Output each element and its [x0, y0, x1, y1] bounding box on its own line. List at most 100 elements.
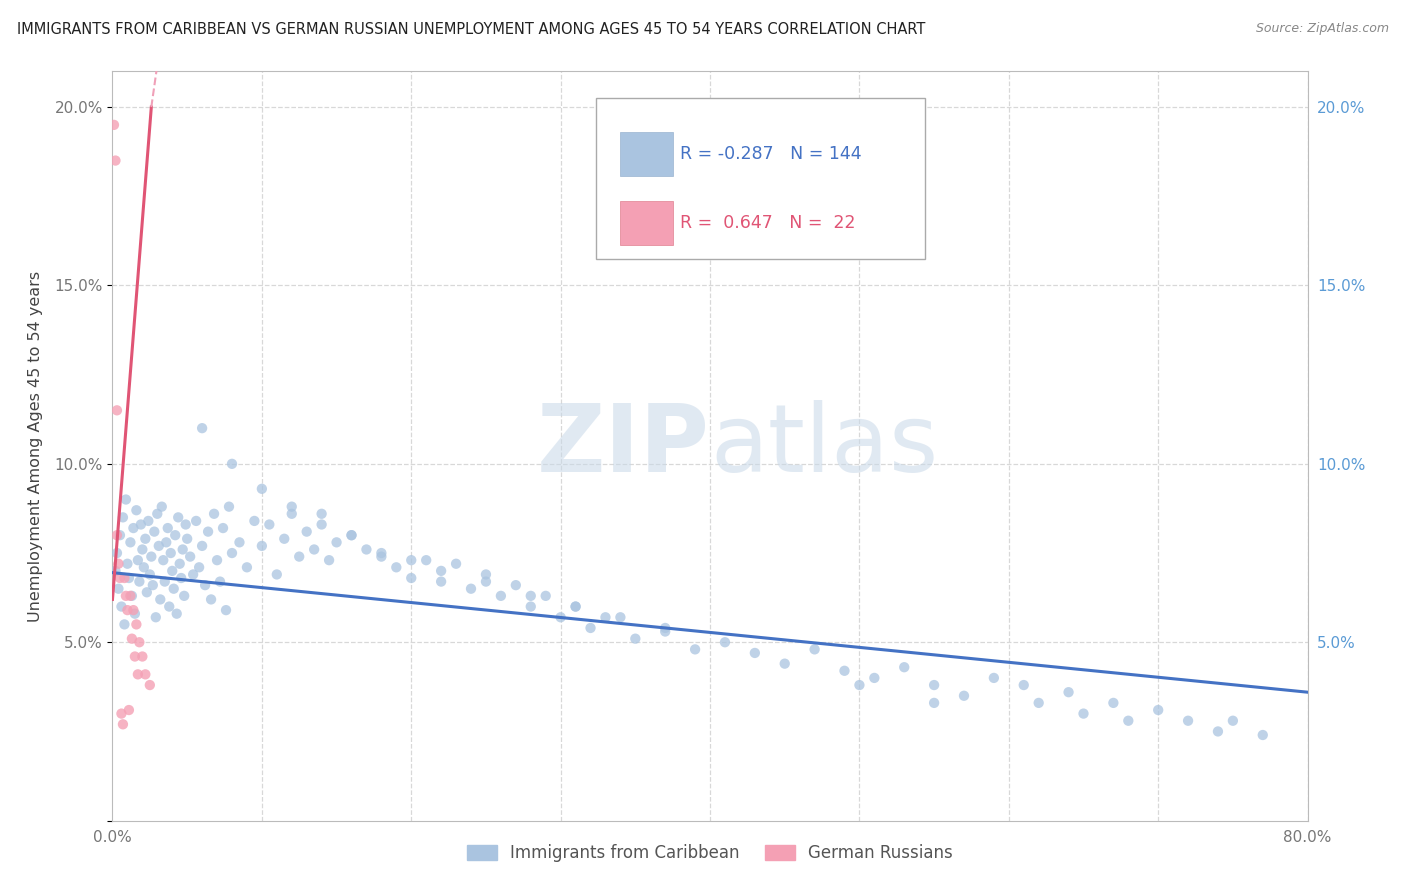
Point [163, 582, 186, 596]
Point [122, 521, 145, 535]
Point [683, 642, 706, 657]
Point [550, 610, 572, 624]
Point [444, 557, 467, 571]
Point [129, 517, 152, 532]
Point [169, 557, 191, 571]
Point [157, 599, 180, 614]
Point [295, 524, 318, 539]
Point [125, 617, 148, 632]
Point [131, 542, 153, 557]
Point [139, 678, 162, 692]
Point [505, 578, 527, 592]
Point [202, 507, 225, 521]
Point [117, 603, 139, 617]
Point [159, 546, 181, 560]
Point [922, 678, 945, 692]
Point [209, 574, 232, 589]
Y-axis label: Unemployment Among Ages 45 to 54 years: Unemployment Among Ages 45 to 54 years [28, 270, 44, 622]
Point [114, 617, 135, 632]
Point [983, 671, 1005, 685]
Point [311, 517, 333, 532]
Point [475, 574, 498, 589]
Point [430, 564, 453, 578]
Point [595, 610, 617, 624]
FancyBboxPatch shape [596, 97, 925, 259]
Point [120, 589, 142, 603]
Point [1028, 696, 1050, 710]
Point [236, 560, 259, 574]
Point [489, 589, 512, 603]
Point [166, 607, 188, 621]
Point [624, 632, 647, 646]
Point [1251, 728, 1274, 742]
Point [139, 567, 162, 582]
Point [128, 635, 150, 649]
Point [714, 635, 737, 649]
Point [110, 706, 132, 721]
Point [174, 517, 197, 532]
Point [564, 599, 586, 614]
FancyBboxPatch shape [620, 201, 673, 245]
Point [117, 557, 139, 571]
Point [149, 592, 172, 607]
Point [104, 564, 127, 578]
Point [744, 646, 766, 660]
Point [156, 521, 179, 535]
Point [135, 585, 157, 599]
Point [191, 421, 214, 435]
Point [953, 689, 976, 703]
Point [155, 535, 177, 549]
Text: R = -0.287   N = 144: R = -0.287 N = 144 [681, 145, 862, 163]
Point [104, 153, 127, 168]
Point [401, 571, 423, 585]
Point [103, 118, 125, 132]
Point [1012, 678, 1035, 692]
Point [134, 667, 156, 681]
Point [475, 567, 498, 582]
Point [153, 574, 176, 589]
Point [356, 542, 378, 557]
Point [834, 664, 856, 678]
Point [165, 528, 187, 542]
Point [131, 649, 153, 664]
Point [311, 507, 333, 521]
FancyBboxPatch shape [620, 132, 673, 177]
Point [228, 535, 250, 549]
Point [179, 549, 201, 564]
Point [127, 553, 149, 567]
Point [848, 678, 870, 692]
Point [170, 571, 193, 585]
Point [803, 642, 825, 657]
Point [259, 517, 281, 532]
Point [564, 599, 586, 614]
Point [922, 696, 945, 710]
Point [370, 546, 392, 560]
Point [152, 553, 174, 567]
Point [118, 571, 141, 585]
Point [1057, 685, 1080, 699]
Point [893, 660, 915, 674]
Point [141, 549, 163, 564]
Point [218, 500, 240, 514]
Point [318, 553, 340, 567]
Point [115, 492, 138, 507]
Text: ZIP: ZIP [537, 400, 710, 492]
Point [122, 603, 145, 617]
Point [281, 507, 304, 521]
Point [1206, 724, 1229, 739]
Point [107, 582, 129, 596]
Text: R =  0.647   N =  22: R = 0.647 N = 22 [681, 214, 856, 232]
Legend: Immigrants from Caribbean, German Russians: Immigrants from Caribbean, German Russia… [460, 838, 960, 869]
Point [654, 624, 676, 639]
Point [105, 403, 128, 417]
Point [273, 532, 295, 546]
Point [162, 564, 183, 578]
Point [186, 514, 208, 528]
Point [132, 560, 155, 574]
Point [194, 578, 217, 592]
Text: Source: ZipAtlas.com: Source: ZipAtlas.com [1256, 22, 1389, 36]
Point [138, 514, 160, 528]
Point [150, 500, 173, 514]
Text: atlas: atlas [710, 400, 938, 492]
Point [340, 528, 363, 542]
